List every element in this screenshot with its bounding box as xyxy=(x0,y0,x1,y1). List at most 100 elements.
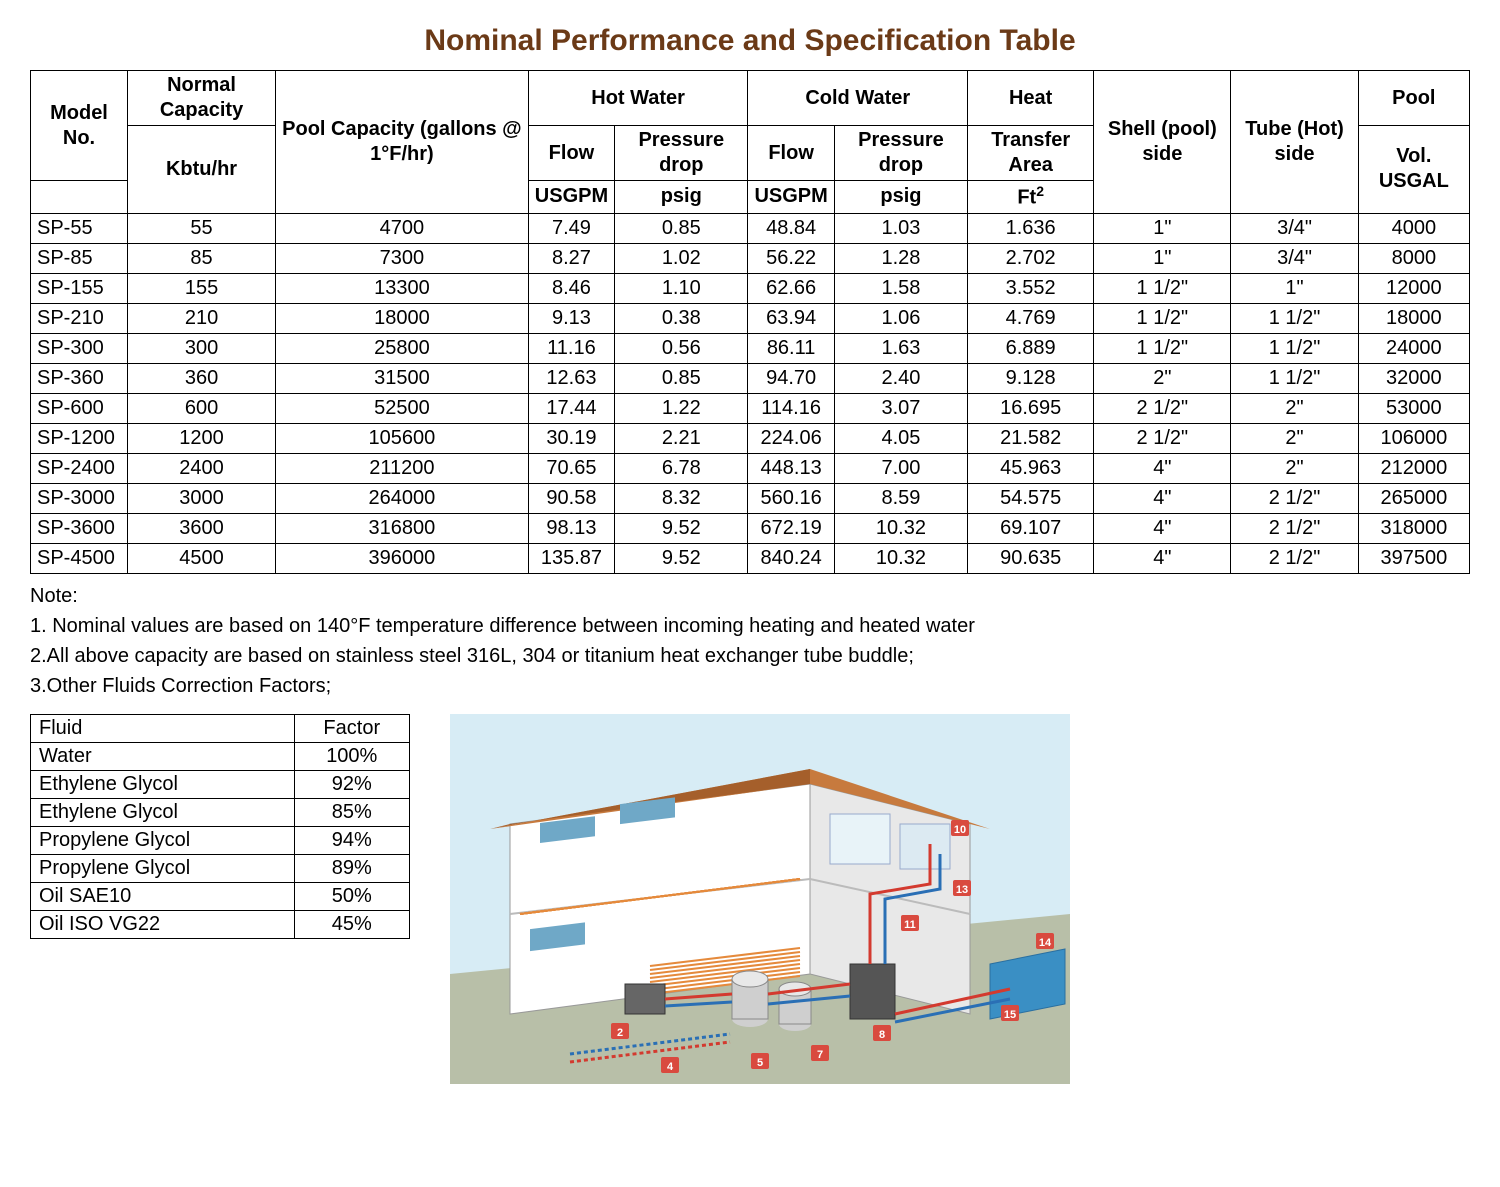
table-cell: SP-2400 xyxy=(31,453,128,483)
factor-col-fluid: Fluid xyxy=(31,714,295,742)
table-cell: SP-155 xyxy=(31,273,128,303)
table-cell: 0.56 xyxy=(615,333,748,363)
table-cell: 1" xyxy=(1094,213,1231,243)
note-3: 3.Other Fluids Correction Factors; xyxy=(30,672,1470,700)
table-row: Water100% xyxy=(31,742,410,770)
table-cell: 13300 xyxy=(276,273,529,303)
table-cell: 10.32 xyxy=(834,513,967,543)
col-pool-capacity: Pool Capacity (gallons @ 1°F/hr) xyxy=(276,71,529,214)
table-row: SP-858573008.271.0256.221.282.7021"3/4"8… xyxy=(31,243,1470,273)
table-cell: 16.695 xyxy=(968,393,1094,423)
table-cell: 264000 xyxy=(276,483,529,513)
col-pool-vol: Vol. USGAL xyxy=(1358,126,1469,214)
notes-block: Note: 1. Nominal values are based on 140… xyxy=(30,582,1470,700)
table-cell: 7.00 xyxy=(834,453,967,483)
table-cell: SP-1200 xyxy=(31,423,128,453)
table-cell: 210 xyxy=(127,303,275,333)
table-cell: 86.11 xyxy=(748,333,834,363)
table-cell: 2" xyxy=(1231,453,1358,483)
svg-text:10: 10 xyxy=(954,824,966,836)
table-cell: 106000 xyxy=(1358,423,1469,453)
table-cell: Oil ISO VG22 xyxy=(31,910,295,938)
table-cell: 2 1/2" xyxy=(1094,393,1231,423)
table-cell: 0.85 xyxy=(615,363,748,393)
table-cell: SP-210 xyxy=(31,303,128,333)
table-cell: 3/4" xyxy=(1231,213,1358,243)
table-row: Propylene Glycol94% xyxy=(31,826,410,854)
unit-psig-hot: psig xyxy=(615,181,748,214)
table-cell: 3600 xyxy=(127,513,275,543)
table-cell: 17.44 xyxy=(528,393,614,423)
col-model: Model No. xyxy=(31,71,128,181)
table-cell: 4.769 xyxy=(968,303,1094,333)
factor-table-body: Water100%Ethylene Glycol92%Ethylene Glyc… xyxy=(31,742,410,938)
table-cell: 2" xyxy=(1094,363,1231,393)
table-cell: 1.03 xyxy=(834,213,967,243)
table-cell: 92% xyxy=(294,770,409,798)
col-hot-flow: Flow xyxy=(528,126,614,181)
table-cell: Propylene Glycol xyxy=(31,854,295,882)
table-row: SP-210210180009.130.3863.941.064.7691 1/… xyxy=(31,303,1470,333)
col-pool: Pool xyxy=(1358,71,1469,126)
table-row: SP-3603603150012.630.8594.702.409.1282"1… xyxy=(31,363,1470,393)
svg-text:13: 13 xyxy=(956,884,968,896)
col-shell: Shell (pool) side xyxy=(1094,71,1231,214)
table-row: Ethylene Glycol92% xyxy=(31,770,410,798)
table-row: SP-3000300026400090.588.32560.168.5954.5… xyxy=(31,483,1470,513)
table-cell: 1.10 xyxy=(615,273,748,303)
table-cell: 3.07 xyxy=(834,393,967,423)
svg-text:2: 2 xyxy=(617,1027,623,1039)
table-cell: 21.582 xyxy=(968,423,1094,453)
table-cell: 1" xyxy=(1094,243,1231,273)
table-cell: 0.85 xyxy=(615,213,748,243)
table-cell: 69.107 xyxy=(968,513,1094,543)
table-cell: 50% xyxy=(294,882,409,910)
table-cell: 100% xyxy=(294,742,409,770)
table-cell: 155 xyxy=(127,273,275,303)
table-cell: 98.13 xyxy=(528,513,614,543)
table-cell: 1 1/2" xyxy=(1231,303,1358,333)
table-cell: 2 1/2" xyxy=(1231,483,1358,513)
table-cell: 1.06 xyxy=(834,303,967,333)
table-cell: 1.636 xyxy=(968,213,1094,243)
svg-text:5: 5 xyxy=(757,1057,763,1069)
table-cell: 4700 xyxy=(276,213,529,243)
table-cell: 4" xyxy=(1094,543,1231,573)
table-cell: SP-360 xyxy=(31,363,128,393)
table-cell: 360 xyxy=(127,363,275,393)
svg-text:4: 4 xyxy=(667,1061,674,1073)
table-cell: 9.13 xyxy=(528,303,614,333)
table-cell: 6.889 xyxy=(968,333,1094,363)
table-cell: 1.28 xyxy=(834,243,967,273)
table-cell: 1 1/2" xyxy=(1094,303,1231,333)
table-cell: 45% xyxy=(294,910,409,938)
table-cell: 2 1/2" xyxy=(1231,513,1358,543)
table-cell: 0.38 xyxy=(615,303,748,333)
table-row: Ethylene Glycol85% xyxy=(31,798,410,826)
table-cell: 212000 xyxy=(1358,453,1469,483)
table-cell: Ethylene Glycol xyxy=(31,798,295,826)
table-cell: 4.05 xyxy=(834,423,967,453)
table-cell: 9.128 xyxy=(968,363,1094,393)
col-cold-flow: Flow xyxy=(748,126,834,181)
table-cell: 8.32 xyxy=(615,483,748,513)
table-cell: SP-600 xyxy=(31,393,128,423)
table-cell: 1.58 xyxy=(834,273,967,303)
col-heat: Heat xyxy=(968,71,1094,126)
factor-col-factor: Factor xyxy=(294,714,409,742)
table-row: SP-155155133008.461.1062.661.583.5521 1/… xyxy=(31,273,1470,303)
table-cell: 90.635 xyxy=(968,543,1094,573)
table-cell: 56.22 xyxy=(748,243,834,273)
table-cell: 32000 xyxy=(1358,363,1469,393)
note-1: 1. Nominal values are based on 140°F tem… xyxy=(30,612,1470,640)
unit-ft2: Ft2 xyxy=(968,181,1094,214)
table-row: SP-3003002580011.160.5686.111.636.8891 1… xyxy=(31,333,1470,363)
spec-table-body: SP-555547007.490.8548.841.031.6361"3/4"4… xyxy=(31,213,1470,573)
unit-usgpm-cold: USGPM xyxy=(748,181,834,214)
table-cell: 560.16 xyxy=(748,483,834,513)
table-cell: SP-300 xyxy=(31,333,128,363)
table-cell: 318000 xyxy=(1358,513,1469,543)
col-blank xyxy=(31,181,128,214)
table-cell: 224.06 xyxy=(748,423,834,453)
table-cell: 600 xyxy=(127,393,275,423)
